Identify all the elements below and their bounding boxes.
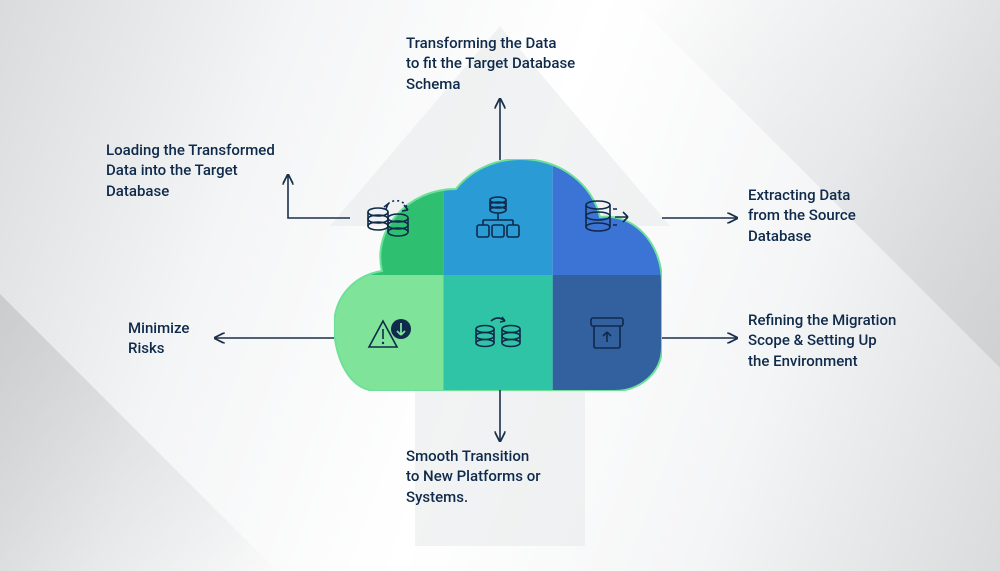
cloud-diagram [334, 159, 662, 391]
cell-transition [443, 275, 552, 391]
db-export-icon [582, 197, 632, 237]
cell-minimize-risks [334, 275, 443, 391]
label-minimize-risks: Minimize Risks [128, 318, 189, 359]
label-extract: Extracting Data from the Source Database [748, 185, 856, 246]
risk-down-icon [365, 313, 413, 353]
label-transform: Transforming the Data to fit the Target … [406, 33, 575, 94]
db-tree-icon [473, 192, 523, 242]
label-loading: Loading the Transformed Data into the Ta… [106, 140, 275, 201]
cell-extract [553, 159, 662, 275]
cell-loading [334, 159, 443, 275]
cloud-grid [334, 159, 662, 391]
label-transition: Smooth Transition to New Platforms or Sy… [406, 446, 541, 507]
cell-refine-scope [553, 275, 662, 391]
db-swap-icon [471, 313, 525, 353]
cell-transform [443, 159, 552, 275]
archive-up-icon [587, 314, 627, 352]
db-sync-icon [364, 196, 414, 238]
diagram-canvas: Loading the Transformed Data into the Ta… [0, 0, 1000, 571]
label-refine-scope: Refining the Migration Scope & Setting U… [748, 310, 896, 371]
